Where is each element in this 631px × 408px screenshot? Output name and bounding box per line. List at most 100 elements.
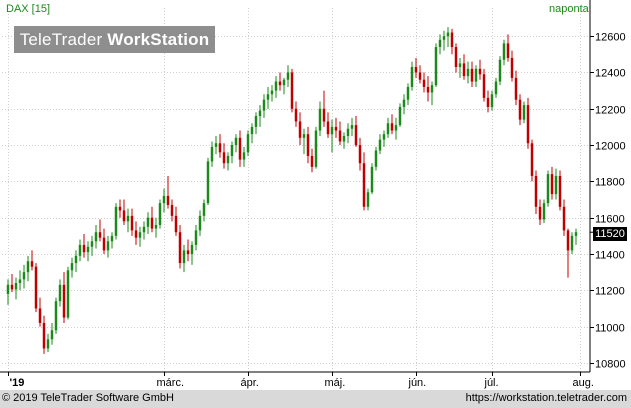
- candle: [446, 27, 450, 48]
- candle: [402, 94, 406, 115]
- candle-body-up: [66, 270, 70, 318]
- candle: [38, 297, 42, 327]
- x-tick-label: ápr.: [241, 377, 259, 389]
- candle: [350, 117, 354, 136]
- footer-bar: © 2019 TeleTrader Software GmbH https://…: [0, 390, 631, 408]
- candle-body-up: [266, 94, 270, 100]
- candle-body-up: [490, 94, 494, 107]
- candle-body-up: [570, 235, 574, 251]
- candle-body-down: [362, 163, 366, 207]
- candle: [538, 199, 542, 225]
- candle: [198, 210, 202, 236]
- candle: [382, 130, 386, 147]
- candle-body-up: [146, 217, 150, 227]
- candle-body-up: [270, 90, 274, 95]
- y-tick-label: 12200: [595, 105, 626, 117]
- candle-body-up: [126, 215, 130, 222]
- candle: [278, 72, 282, 91]
- candle: [410, 61, 414, 91]
- candle-body-down: [558, 175, 562, 207]
- candle: [306, 126, 310, 164]
- candle-body-up: [262, 99, 266, 111]
- candle-body-down: [34, 266, 38, 309]
- y-tick-label: 12600: [595, 32, 626, 44]
- candle-body-down: [150, 217, 154, 229]
- candle: [86, 241, 90, 262]
- candle: [66, 266, 70, 320]
- candle-body-up: [250, 126, 254, 135]
- candle: [34, 263, 38, 313]
- candle: [78, 239, 82, 262]
- candle-body-down: [534, 175, 538, 207]
- candle: [574, 228, 578, 245]
- candle: [138, 226, 142, 247]
- candle-body-up: [202, 203, 206, 216]
- candle: [46, 333, 50, 353]
- candle-body-down: [326, 121, 330, 135]
- candle: [558, 170, 562, 211]
- candle-body-up: [162, 195, 166, 204]
- candle-body-down: [518, 99, 522, 120]
- candle-body-up: [386, 123, 390, 135]
- candle: [438, 34, 442, 55]
- candle: [62, 272, 66, 323]
- candle: [270, 85, 274, 102]
- candle: [354, 116, 358, 147]
- candle: [14, 277, 18, 300]
- candle: [226, 152, 230, 171]
- candle-body-down: [510, 57, 514, 78]
- candle: [302, 128, 306, 155]
- candle: [10, 273, 14, 293]
- candle-body-down: [450, 32, 454, 48]
- candle: [550, 166, 554, 200]
- candle-body-up: [350, 125, 354, 129]
- candle-body-up: [282, 79, 286, 86]
- candle: [182, 244, 186, 273]
- candle-body-up: [58, 284, 62, 302]
- candle-body-down: [506, 43, 510, 58]
- candle: [246, 130, 250, 156]
- candle-body-down: [334, 126, 338, 131]
- candle: [114, 203, 118, 240]
- watermark-brand: TeleTrader: [19, 30, 103, 49]
- candle-body-up: [106, 241, 110, 251]
- y-tick-label: 11600: [595, 214, 625, 226]
- candle: [18, 270, 22, 291]
- candle-body-up: [382, 134, 386, 140]
- candle-body-up: [142, 226, 146, 233]
- candle-body-up: [94, 232, 98, 242]
- candle: [70, 257, 74, 278]
- candle: [234, 134, 238, 153]
- candle: [554, 168, 558, 200]
- candle-body-up: [466, 68, 470, 77]
- x-axis: '19 márc. ápr. máj. jún. júl. aug.: [0, 371, 594, 389]
- candle-body-up: [138, 232, 142, 238]
- copyright-text: © 2019 TeleTrader Software GmbH: [2, 392, 174, 404]
- candle: [358, 137, 362, 171]
- watermark-product: WorkStation: [107, 30, 210, 49]
- candle: [458, 57, 462, 78]
- candle-body-up: [546, 174, 550, 204]
- candle-body-up: [366, 192, 370, 207]
- candle-body-down: [390, 123, 394, 131]
- candle: [202, 199, 206, 222]
- candle-body-up: [438, 39, 442, 48]
- candle: [490, 90, 494, 111]
- candle-body-down: [298, 121, 302, 138]
- candle: [338, 121, 342, 146]
- candle-body-up: [258, 110, 262, 117]
- candle-body-up: [242, 152, 246, 160]
- candle: [546, 170, 550, 207]
- candle-body-up: [22, 272, 26, 280]
- website-link[interactable]: https://workstation.teletrader.com: [465, 392, 627, 404]
- candle-body-down: [306, 134, 310, 156]
- candle: [486, 90, 490, 113]
- candle-body-down: [422, 79, 426, 87]
- candle-body-up: [574, 232, 578, 236]
- candle: [274, 76, 278, 98]
- candle: [526, 97, 530, 149]
- candle-body-down: [82, 244, 86, 253]
- candle-body-up: [330, 126, 334, 135]
- candle: [462, 54, 466, 80]
- candle-body-down: [482, 74, 486, 98]
